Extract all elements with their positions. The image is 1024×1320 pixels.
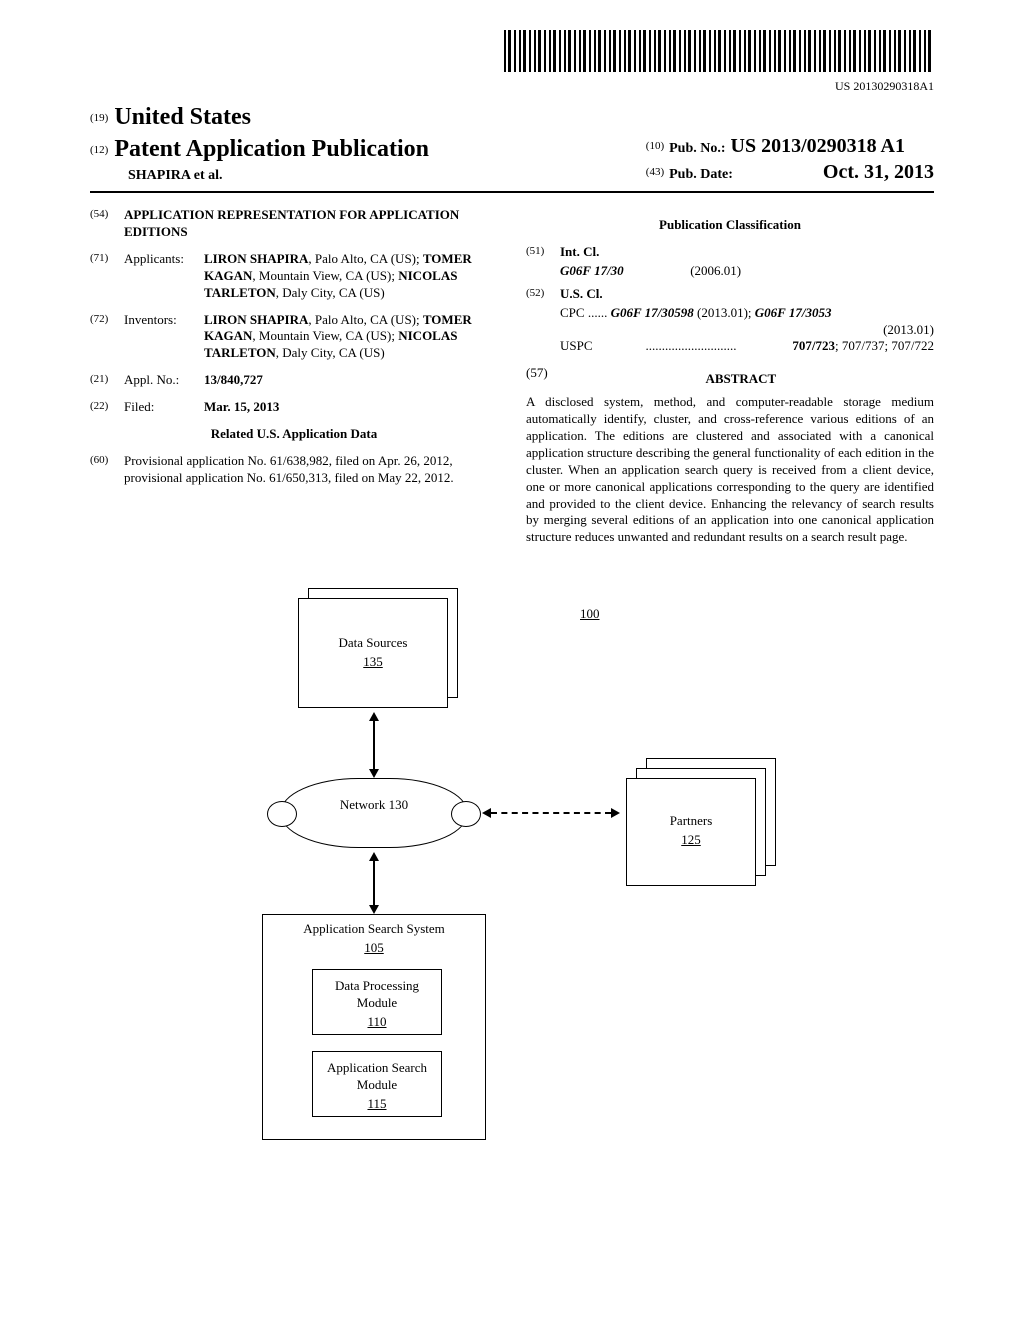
authors-line: SHAPIRA et al.: [90, 167, 429, 185]
network-num: 130: [389, 797, 409, 812]
invention-title: APPLICATION REPRESENTATION FOR APPLICATI…: [124, 207, 498, 241]
uscl-code: (52): [526, 286, 560, 303]
pubdate-value: Oct. 31, 2013: [823, 161, 934, 183]
arrow-ds-net: [373, 721, 375, 769]
right-column: Publication Classification (51) Int. Cl.…: [526, 207, 934, 546]
arrow-net-up: [369, 852, 379, 861]
partners-box: Partners 125: [626, 778, 756, 886]
code-10: (10): [646, 140, 664, 152]
filed-code: (22): [90, 399, 124, 416]
data-sources-num: 135: [303, 654, 443, 671]
country: United States: [114, 104, 251, 130]
data-sources-box: Data Sources 135: [298, 598, 448, 708]
inventors-label: Inventors:: [124, 312, 204, 363]
cpc-label: CPC: [560, 305, 585, 320]
data-proc-box: Data Processing Module 110: [312, 969, 442, 1035]
search-system-num: 105: [267, 940, 481, 957]
applno-value: 13/840,727: [204, 372, 498, 389]
doc-type: Patent Application Publication: [114, 136, 429, 162]
filed-value: Mar. 15, 2013: [204, 399, 498, 416]
search-system-box: Application Search System 105 Data Proce…: [262, 914, 486, 1140]
cpc-line: CPC ...... G06F 17/30598 (2013.01); G06F…: [526, 305, 934, 339]
arrow-net-partners: [491, 812, 611, 814]
barcode-text: US 20130290318A1: [90, 79, 934, 95]
pubno-label: Pub. No.:: [669, 141, 725, 156]
uspc-line: USPC ............................ 707/72…: [526, 338, 934, 355]
code-19: (19): [90, 112, 108, 124]
data-sources-label: Data Sources: [339, 635, 408, 650]
abstract-code: (57): [526, 365, 548, 394]
abstract-text: A disclosed system, method, and computer…: [526, 394, 934, 546]
pubno-value: US 2013/0290318 A1: [731, 135, 905, 157]
data-proc-label: Data Processing Module: [335, 978, 419, 1010]
barcode-region: US 20130290318A1: [90, 30, 934, 94]
applicants-label: Applicants:: [124, 251, 204, 302]
inventors-code: (72): [90, 312, 124, 363]
figure-diagram: 100 Data Sources 135 Network 130 Partner…: [90, 586, 934, 1146]
applno-label: Appl. No.:: [124, 372, 204, 389]
arrow-ds-up: [369, 712, 379, 721]
applicants-value: LIRON SHAPIRA, Palo Alto, CA (US); TOMER…: [204, 251, 498, 302]
prov-code: (60): [90, 453, 124, 487]
filed-label: Filed:: [124, 399, 204, 416]
intcl-label: Int. Cl.: [560, 244, 934, 261]
partners-num: 125: [631, 832, 751, 849]
search-mod-label: Application Search Module: [327, 1060, 427, 1092]
intcl-class: G06F 17/30: [560, 263, 624, 278]
header-row: (19) United States (12) Patent Applicati…: [90, 102, 934, 185]
applno-code: (21): [90, 372, 124, 389]
barcode-graphic: [504, 30, 934, 72]
pubclass-title: Publication Classification: [526, 217, 934, 234]
intcl-year: (2006.01): [690, 263, 741, 278]
inventors-value: LIRON SHAPIRA, Palo Alto, CA (US); TOMER…: [204, 312, 498, 363]
arrow-ds-down: [369, 769, 379, 778]
uscl-label: U.S. Cl.: [560, 286, 934, 303]
figure-number: 100: [580, 606, 600, 623]
arrow-net-sys: [373, 861, 375, 905]
header-rule: [90, 191, 934, 193]
header-left: (19) United States (12) Patent Applicati…: [90, 102, 429, 185]
network-label: Network: [340, 797, 386, 812]
pubdate-label: Pub. Date:: [669, 167, 733, 182]
left-column: (54) APPLICATION REPRESENTATION FOR APPL…: [90, 207, 498, 546]
related-title: Related U.S. Application Data: [90, 426, 498, 443]
applicants-code: (71): [90, 251, 124, 302]
search-mod-box: Application Search Module 115: [312, 1051, 442, 1117]
arrow-net-right: [611, 808, 620, 818]
arrow-net-left: [482, 808, 491, 818]
code-12: (12): [90, 144, 108, 156]
abstract-label: ABSTRACT: [548, 371, 934, 388]
header-right: (10) Pub. No.: US 2013/0290318 A1 (43) P…: [646, 133, 934, 185]
title-code: (54): [90, 207, 124, 241]
network-cloud: Network 130: [280, 778, 468, 848]
biblio-columns: (54) APPLICATION REPRESENTATION FOR APPL…: [90, 207, 934, 546]
arrow-net-down: [369, 905, 379, 914]
prov-text: Provisional application No. 61/638,982, …: [124, 453, 498, 487]
search-system-label: Application Search System: [303, 921, 445, 936]
intcl-code: (51): [526, 244, 560, 261]
code-43: (43): [646, 166, 664, 178]
uspc-label: USPC: [560, 338, 610, 355]
data-proc-num: 110: [317, 1014, 437, 1031]
partners-label: Partners: [670, 813, 713, 828]
search-mod-num: 115: [317, 1096, 437, 1113]
